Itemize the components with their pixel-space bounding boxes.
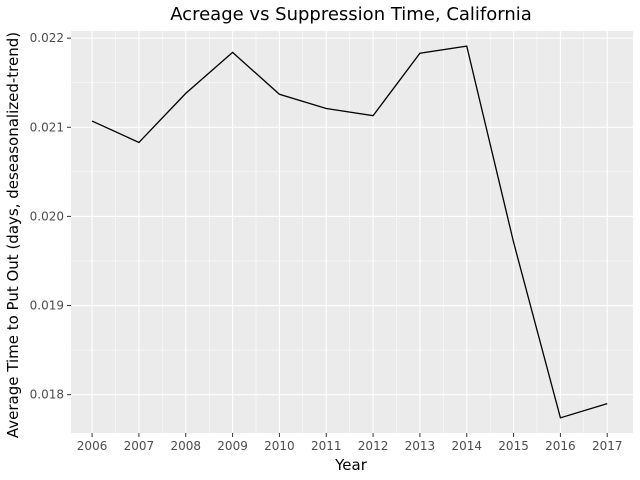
x-tick-label: 2017 <box>592 439 623 453</box>
x-tick-label: 2012 <box>358 439 389 453</box>
grid-minor <box>71 31 633 433</box>
y-axis: 0.018 0.019 0.020 0.021 0.022 <box>30 31 71 402</box>
plot-panel <box>71 31 633 433</box>
x-axis: 2006 2007 2008 2009 2010 2011 2012 2013 2014 2015… <box>77 433 623 453</box>
y-tick-label: 0.019 <box>30 299 64 313</box>
x-tick-label: 2013 <box>405 439 436 453</box>
x-tick-label: 2006 <box>77 439 108 453</box>
x-tick-label: 2010 <box>264 439 295 453</box>
x-tick-label: 2009 <box>217 439 248 453</box>
x-tick-label: 2015 <box>498 439 529 453</box>
x-tick-label: 2016 <box>545 439 576 453</box>
chart-title: Acreage vs Suppression Time, California <box>170 4 532 25</box>
y-tick-label: 0.021 <box>30 120 64 134</box>
x-tick-label: 2014 <box>451 439 482 453</box>
y-tick-label: 0.020 <box>30 209 64 223</box>
x-tick-label: 2011 <box>311 439 342 453</box>
grid-major <box>71 31 633 433</box>
x-axis-title: Year <box>334 456 368 474</box>
series-line <box>91 45 608 419</box>
x-tick-label: 2007 <box>124 439 155 453</box>
y-tick-label: 0.022 <box>30 31 64 45</box>
x-tick-label: 2008 <box>170 439 201 453</box>
y-tick-label: 0.018 <box>30 388 64 402</box>
y-axis-title: Average Time to Put Out (days, deseasona… <box>4 32 22 438</box>
